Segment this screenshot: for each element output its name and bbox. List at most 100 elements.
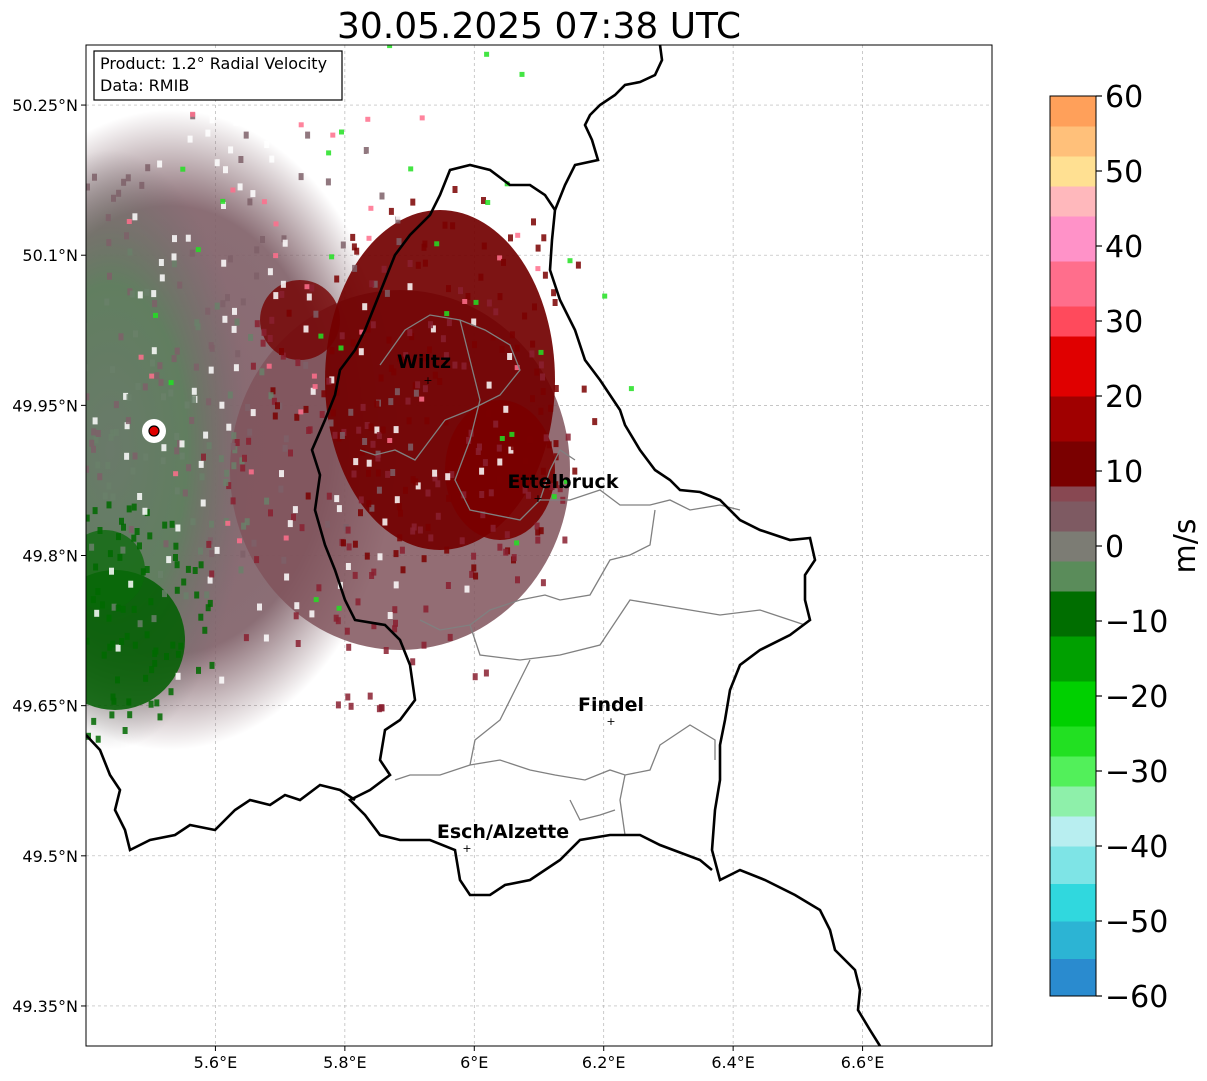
velocity-pixel [144, 566, 150, 573]
velocity-pixel [311, 373, 317, 379]
velocity-pixel [368, 205, 374, 211]
velocity-pixel [233, 364, 239, 372]
velocity-pixel [387, 45, 393, 49]
velocity-pixel [90, 596, 96, 604]
velocity-pixel [471, 318, 477, 326]
velocity-pixel [409, 333, 415, 341]
velocity-pixel [321, 390, 327, 398]
velocity-pixel [270, 387, 276, 395]
velocity-pixel [425, 523, 431, 531]
velocity-pixel [286, 309, 292, 317]
velocity-pixel [149, 359, 155, 367]
velocity-pixel [278, 485, 284, 493]
velocity-pixel [108, 433, 114, 441]
velocity-pixel [218, 455, 224, 463]
velocity-pixel [177, 281, 183, 289]
city-wiltz: Wiltz + [397, 351, 451, 387]
velocity-pixel [378, 374, 384, 382]
velocity-pixel [405, 397, 411, 405]
velocity-pixel [189, 249, 195, 257]
velocity-pixel [2, 327, 7, 334]
velocity-pixel [329, 376, 335, 384]
velocity-pixel [33, 309, 38, 316]
canton-border [419, 509, 656, 631]
velocity-pixel [46, 645, 51, 652]
velocity-pixel [149, 373, 155, 379]
velocity-pixel [202, 626, 208, 634]
velocity-pixel [388, 398, 394, 406]
velocity-pixel [55, 630, 60, 637]
velocity-pixel [509, 331, 515, 339]
velocity-pixel [227, 391, 233, 399]
velocity-pixel [66, 489, 71, 496]
colorbar-tick-label: −40 [1105, 830, 1168, 865]
map-title: 30.05.2025 07:38 UTC [337, 6, 741, 47]
velocity-pixel [377, 553, 383, 561]
info-box-border [93, 50, 343, 101]
velocity-pixel [490, 524, 496, 532]
velocity-pixel [408, 166, 414, 172]
velocity-pixel [397, 354, 403, 362]
velocity-pixel [472, 673, 478, 681]
velocity-pixel [21, 415, 26, 422]
velocity-pixel [437, 378, 443, 385]
velocity-pixel [159, 274, 165, 282]
velocity-pixel [105, 214, 111, 222]
velocity-pixel [531, 218, 536, 226]
velocity-pixel [208, 342, 214, 350]
velocity-pixel [132, 213, 138, 221]
velocity-pixel [387, 612, 393, 619]
velocity-pixel [57, 659, 62, 666]
velocity-pixel [115, 676, 120, 684]
velocity-pixel [421, 354, 426, 362]
velocity-pixel [174, 432, 180, 440]
velocity-pixel [86, 393, 90, 401]
canton-border [569, 799, 616, 821]
velocity-pixel [298, 122, 304, 128]
velocity-pixel [410, 527, 416, 535]
velocity-pixel [1, 415, 6, 422]
velocity-pixel [124, 232, 129, 240]
velocity-pixel [446, 319, 452, 327]
velocity-pixel [102, 492, 108, 500]
velocity-pixel [303, 405, 309, 413]
velocity-pixel [166, 556, 172, 564]
velocity-pixel [540, 373, 545, 381]
velocity-pixel [121, 178, 127, 186]
velocity-pixel [360, 403, 366, 411]
velocity-pixel [376, 486, 382, 494]
velocity-pixel [567, 258, 573, 264]
velocity-pixel [335, 701, 341, 709]
velocity-pixel [526, 491, 531, 499]
velocity-pixel [393, 426, 399, 434]
velocity-pixel [126, 698, 132, 706]
velocity-pixel [171, 355, 177, 363]
velocity-pixel [209, 520, 214, 528]
velocity-pixel [395, 216, 401, 224]
velocity-pixel [204, 591, 210, 599]
velocity-pixel [281, 235, 287, 243]
velocity-pixel [198, 613, 204, 621]
velocity-pixel [341, 539, 346, 547]
velocity-pixel [325, 520, 330, 528]
velocity-pixel [142, 383, 148, 391]
canton-border [469, 659, 531, 766]
velocity-pixel [25, 606, 30, 613]
velocity-pixel [307, 426, 313, 434]
colorbar-swatch [1050, 126, 1096, 157]
velocity-pixel [424, 417, 430, 425]
colorbar-swatch [1050, 591, 1096, 637]
velocity-pixel [366, 459, 372, 467]
velocity-pixel [403, 486, 408, 494]
velocity-pixel [385, 470, 391, 478]
velocity-pixel [238, 156, 244, 163]
velocity-pixel [486, 299, 492, 307]
velocity-pixel [419, 396, 425, 402]
velocity-pixel [461, 491, 467, 499]
velocity-pixel [483, 669, 489, 677]
velocity-pixel [221, 259, 227, 267]
velocity-pixel [346, 543, 352, 551]
velocity-pixel [145, 164, 151, 172]
velocity-pixel [95, 735, 101, 743]
velocity-pixel [417, 526, 423, 534]
